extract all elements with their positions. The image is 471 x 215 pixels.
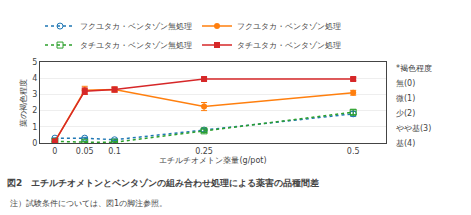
svg-text:少(2): 少(2)	[396, 109, 415, 118]
svg-text:*褐色程度: *褐色程度	[396, 64, 432, 73]
svg-text:0: 0	[52, 147, 57, 156]
svg-text:4: 4	[32, 74, 37, 83]
svg-text:0.5: 0.5	[347, 147, 360, 156]
svg-text:5: 5	[32, 58, 37, 67]
svg-text:2: 2	[32, 106, 37, 115]
svg-text:フクユタカ・ベンタゾン処理: フクユタカ・ベンタゾン処理	[237, 22, 341, 31]
svg-text:0.1: 0.1	[108, 147, 121, 156]
svg-text:3: 3	[32, 90, 37, 99]
svg-text:図2 エチルチオメトンとベンタゾンの組み合わせ処理による薬害: 図2 エチルチオメトンとベンタゾンの組み合わせ処理による薬害の品種間差	[7, 178, 319, 188]
svg-text:やや基(3): やや基(3)	[396, 124, 431, 133]
svg-text:0: 0	[32, 139, 37, 148]
svg-text:基(4): 基(4)	[396, 139, 415, 148]
svg-text:葉の褐色程度: 葉の褐色程度	[19, 79, 28, 127]
svg-text:タチユタカ・ベンタゾン無処理: タチユタカ・ベンタゾン無処理	[80, 41, 192, 50]
svg-text:無(0): 無(0)	[396, 79, 415, 88]
svg-text:エチルチオメトン薬量(g/pot): エチルチオメトン薬量(g/pot)	[159, 156, 266, 165]
svg-text:微(1): 微(1)	[396, 94, 415, 103]
svg-text:タチユタカ・ベンタゾン処理: タチユタカ・ベンタゾン処理	[237, 41, 341, 50]
svg-text:注）試験条件については、図1の脚注参照。: 注）試験条件については、図1の脚注参照。	[10, 199, 167, 208]
svg-text:0.25: 0.25	[195, 147, 213, 156]
svg-text:1: 1	[32, 123, 37, 132]
svg-text:0.05: 0.05	[76, 147, 94, 156]
svg-text:フクユタカ・ベンタゾン無処理: フクユタカ・ベンタゾン無処理	[80, 22, 192, 31]
